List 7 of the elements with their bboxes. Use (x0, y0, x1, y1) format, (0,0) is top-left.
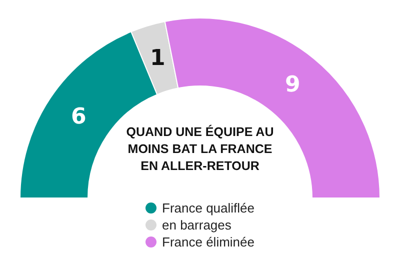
data-label: 1 (150, 46, 166, 71)
data-label: 6 (70, 104, 86, 130)
data-label: 9 (284, 72, 300, 98)
text: QUAND UNE ÉQUIPE AU MOINS BAT LA FRANCE EN ALLER-RETOUR (126, 124, 274, 173)
legend-label: en barrages (162, 218, 232, 232)
legend-label: France éliminée (162, 234, 254, 250)
legend-label: France qualiflée (162, 200, 254, 216)
